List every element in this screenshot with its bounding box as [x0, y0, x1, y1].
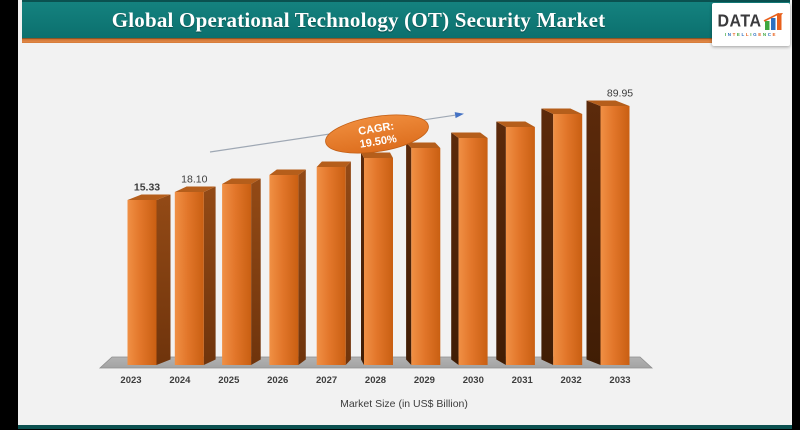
- title-bar: Global Operational Technology (OT) Secur…: [22, 0, 790, 38]
- slide-background: Global Operational Technology (OT) Secur…: [18, 0, 792, 429]
- logo-bars-icon: [763, 12, 783, 30]
- page-title: Global Operational Technology (OT) Secur…: [111, 7, 606, 32]
- logo-subtext: INTELLIGENCE: [724, 31, 778, 37]
- company-logo: DATA INTELLIGENCE: [712, 3, 790, 46]
- logo-wordmark: DATA: [717, 11, 762, 31]
- title-bar-accent-rule: [22, 38, 790, 43]
- bottom-accent-rule: [18, 425, 792, 429]
